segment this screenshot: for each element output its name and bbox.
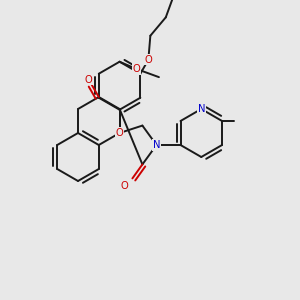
Text: N: N (197, 104, 205, 114)
Text: O: O (116, 128, 123, 138)
Text: O: O (145, 55, 152, 65)
Text: O: O (133, 64, 140, 74)
Text: N: N (153, 140, 160, 150)
Text: O: O (121, 182, 128, 191)
Text: O: O (85, 75, 93, 85)
